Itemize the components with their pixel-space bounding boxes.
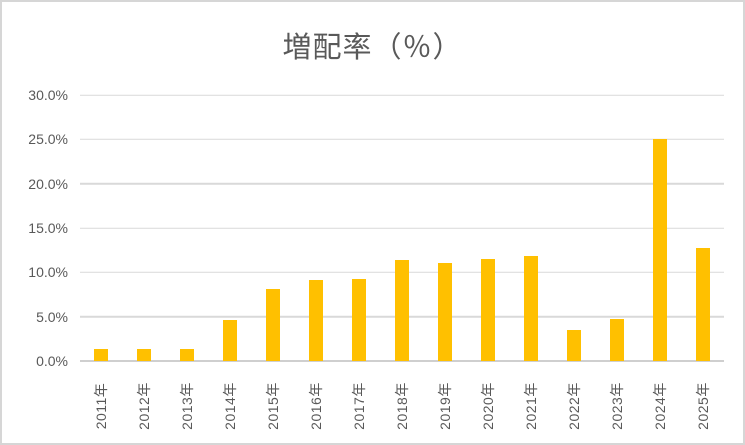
- bar-2021年: [523, 256, 538, 361]
- chart-title: 増配率（％）: [282, 32, 463, 64]
- gridline: [80, 94, 724, 96]
- y-axis-tick-label: 0.0%: [36, 353, 68, 369]
- bar-2019年: [437, 263, 452, 361]
- bar-2023年: [609, 319, 624, 361]
- bar-2020年: [480, 259, 495, 361]
- bar-2022年: [566, 329, 581, 361]
- y-axis-tick-label: 15.0%: [28, 220, 68, 236]
- bar-2018年: [395, 259, 409, 361]
- bar-2011年: [94, 349, 109, 361]
- bar-2024年: [652, 139, 667, 361]
- bar-2015年: [266, 289, 281, 361]
- x-axis-line: [80, 360, 724, 362]
- gridline: [80, 182, 724, 185]
- bar-2025年: [695, 247, 710, 361]
- y-axis-tick-label: 25.0%: [28, 131, 68, 148]
- plot-area: [80, 94, 724, 362]
- y-axis: 0.0% 5.0% 10.0% 15.0% 20.0% 25.0% 30.0%: [2, 88, 68, 368]
- y-axis-tick-label: 30.0%: [28, 87, 68, 103]
- bar-2016年: [309, 280, 324, 361]
- x-axis: 2011年 2012年 2013年 2014年 2015年 2016年 2017年 2018年…: [93, 382, 711, 430]
- gridline: [80, 138, 724, 141]
- bar-2017年: [352, 278, 367, 361]
- y-axis-tick-label: 20.0%: [28, 175, 68, 192]
- y-axis-tick-label: 10.0%: [28, 264, 68, 281]
- gridline: [80, 227, 724, 229]
- bar-2013年: [180, 349, 195, 361]
- bar-2012年: [137, 349, 152, 361]
- bar-2014年: [223, 320, 238, 361]
- y-axis-tick-label: 5.0%: [36, 308, 68, 325]
